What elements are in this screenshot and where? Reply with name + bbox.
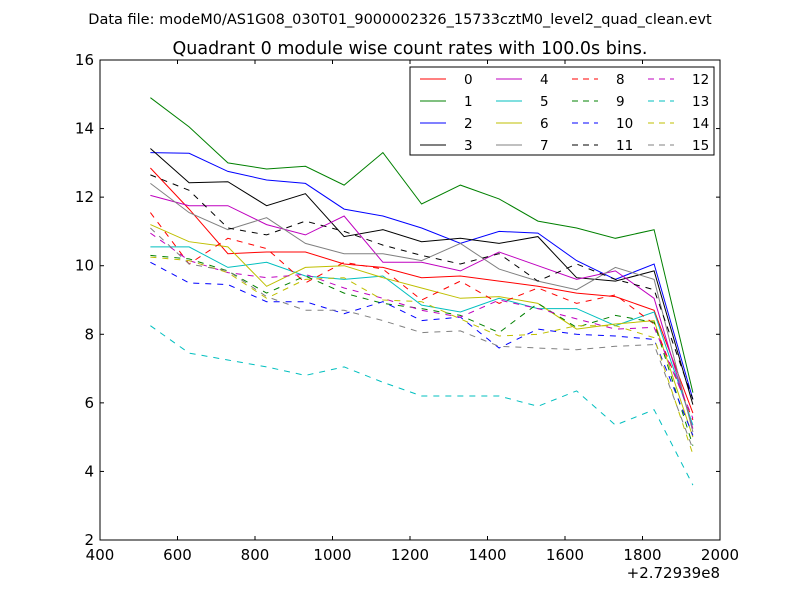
legend-label-10: 10 [616,116,633,132]
legend-label-12: 12 [692,72,709,88]
y-tick-label: 4 [84,462,94,480]
legend-label-7: 7 [540,138,549,154]
series-line-2 [150,152,694,400]
series-line-6 [150,224,694,438]
series-line-15 [150,227,694,450]
series-line-8 [150,212,694,421]
data-file-label: Data file: modeM0/AS1G08_030T01_90000023… [88,12,712,28]
plot-lines [150,97,694,486]
x-tick-label: 1400 [468,546,506,564]
legend-label-8: 8 [616,72,625,88]
series-line-5 [150,246,694,426]
x-tick-label: 800 [241,546,270,564]
legend-label-14: 14 [692,116,709,132]
y-tick-label: 2 [84,531,94,549]
legend-box [409,66,715,156]
series-line-1 [150,97,694,393]
legend-label-15: 15 [692,138,709,154]
legend-label-3: 3 [464,138,473,154]
series-line-13 [150,325,694,486]
legend-label-6: 6 [540,116,549,132]
series-line-10 [150,261,694,436]
series-line-14 [150,256,694,455]
y-tick-label: 14 [75,120,94,138]
x-tick-label: 600 [163,546,192,564]
series-line-3 [150,148,694,405]
series-line-7 [150,183,694,433]
y-tick-label: 10 [75,257,94,275]
legend-label-4: 4 [540,72,549,88]
series-line-0 [150,167,694,414]
x-tick-label: 1600 [546,546,584,564]
legend-label-5: 5 [540,94,549,110]
legend-label-13: 13 [692,94,709,110]
legend-label-9: 9 [616,94,625,110]
y-tick-label: 6 [84,394,94,412]
legend-label-11: 11 [616,138,633,154]
y-tick-label: 16 [75,51,94,69]
y-tick-label: 8 [84,325,94,343]
x-axis-offset-label: +2.72939e8 [627,564,720,582]
series-line-12 [150,232,694,419]
series-line-11 [150,174,694,400]
series-line-9 [150,254,694,446]
legend-label-2: 2 [464,116,473,132]
chart-title: Quadrant 0 module wise count rates with … [173,39,648,59]
legend-label-0: 0 [464,72,473,88]
x-tick-label: 400 [86,546,115,564]
x-tick-label: 2000 [701,546,739,564]
axis-ticks: 400 600 800 1000 1200 1400 1600 1800 20002468101… [75,51,739,564]
x-tick-label: 1800 [623,546,661,564]
x-tick-label: 1000 [313,546,351,564]
x-tick-label: 1200 [391,546,429,564]
legend-label-1: 1 [464,94,473,110]
y-tick-label: 12 [75,188,94,206]
series-line-4 [150,194,694,429]
